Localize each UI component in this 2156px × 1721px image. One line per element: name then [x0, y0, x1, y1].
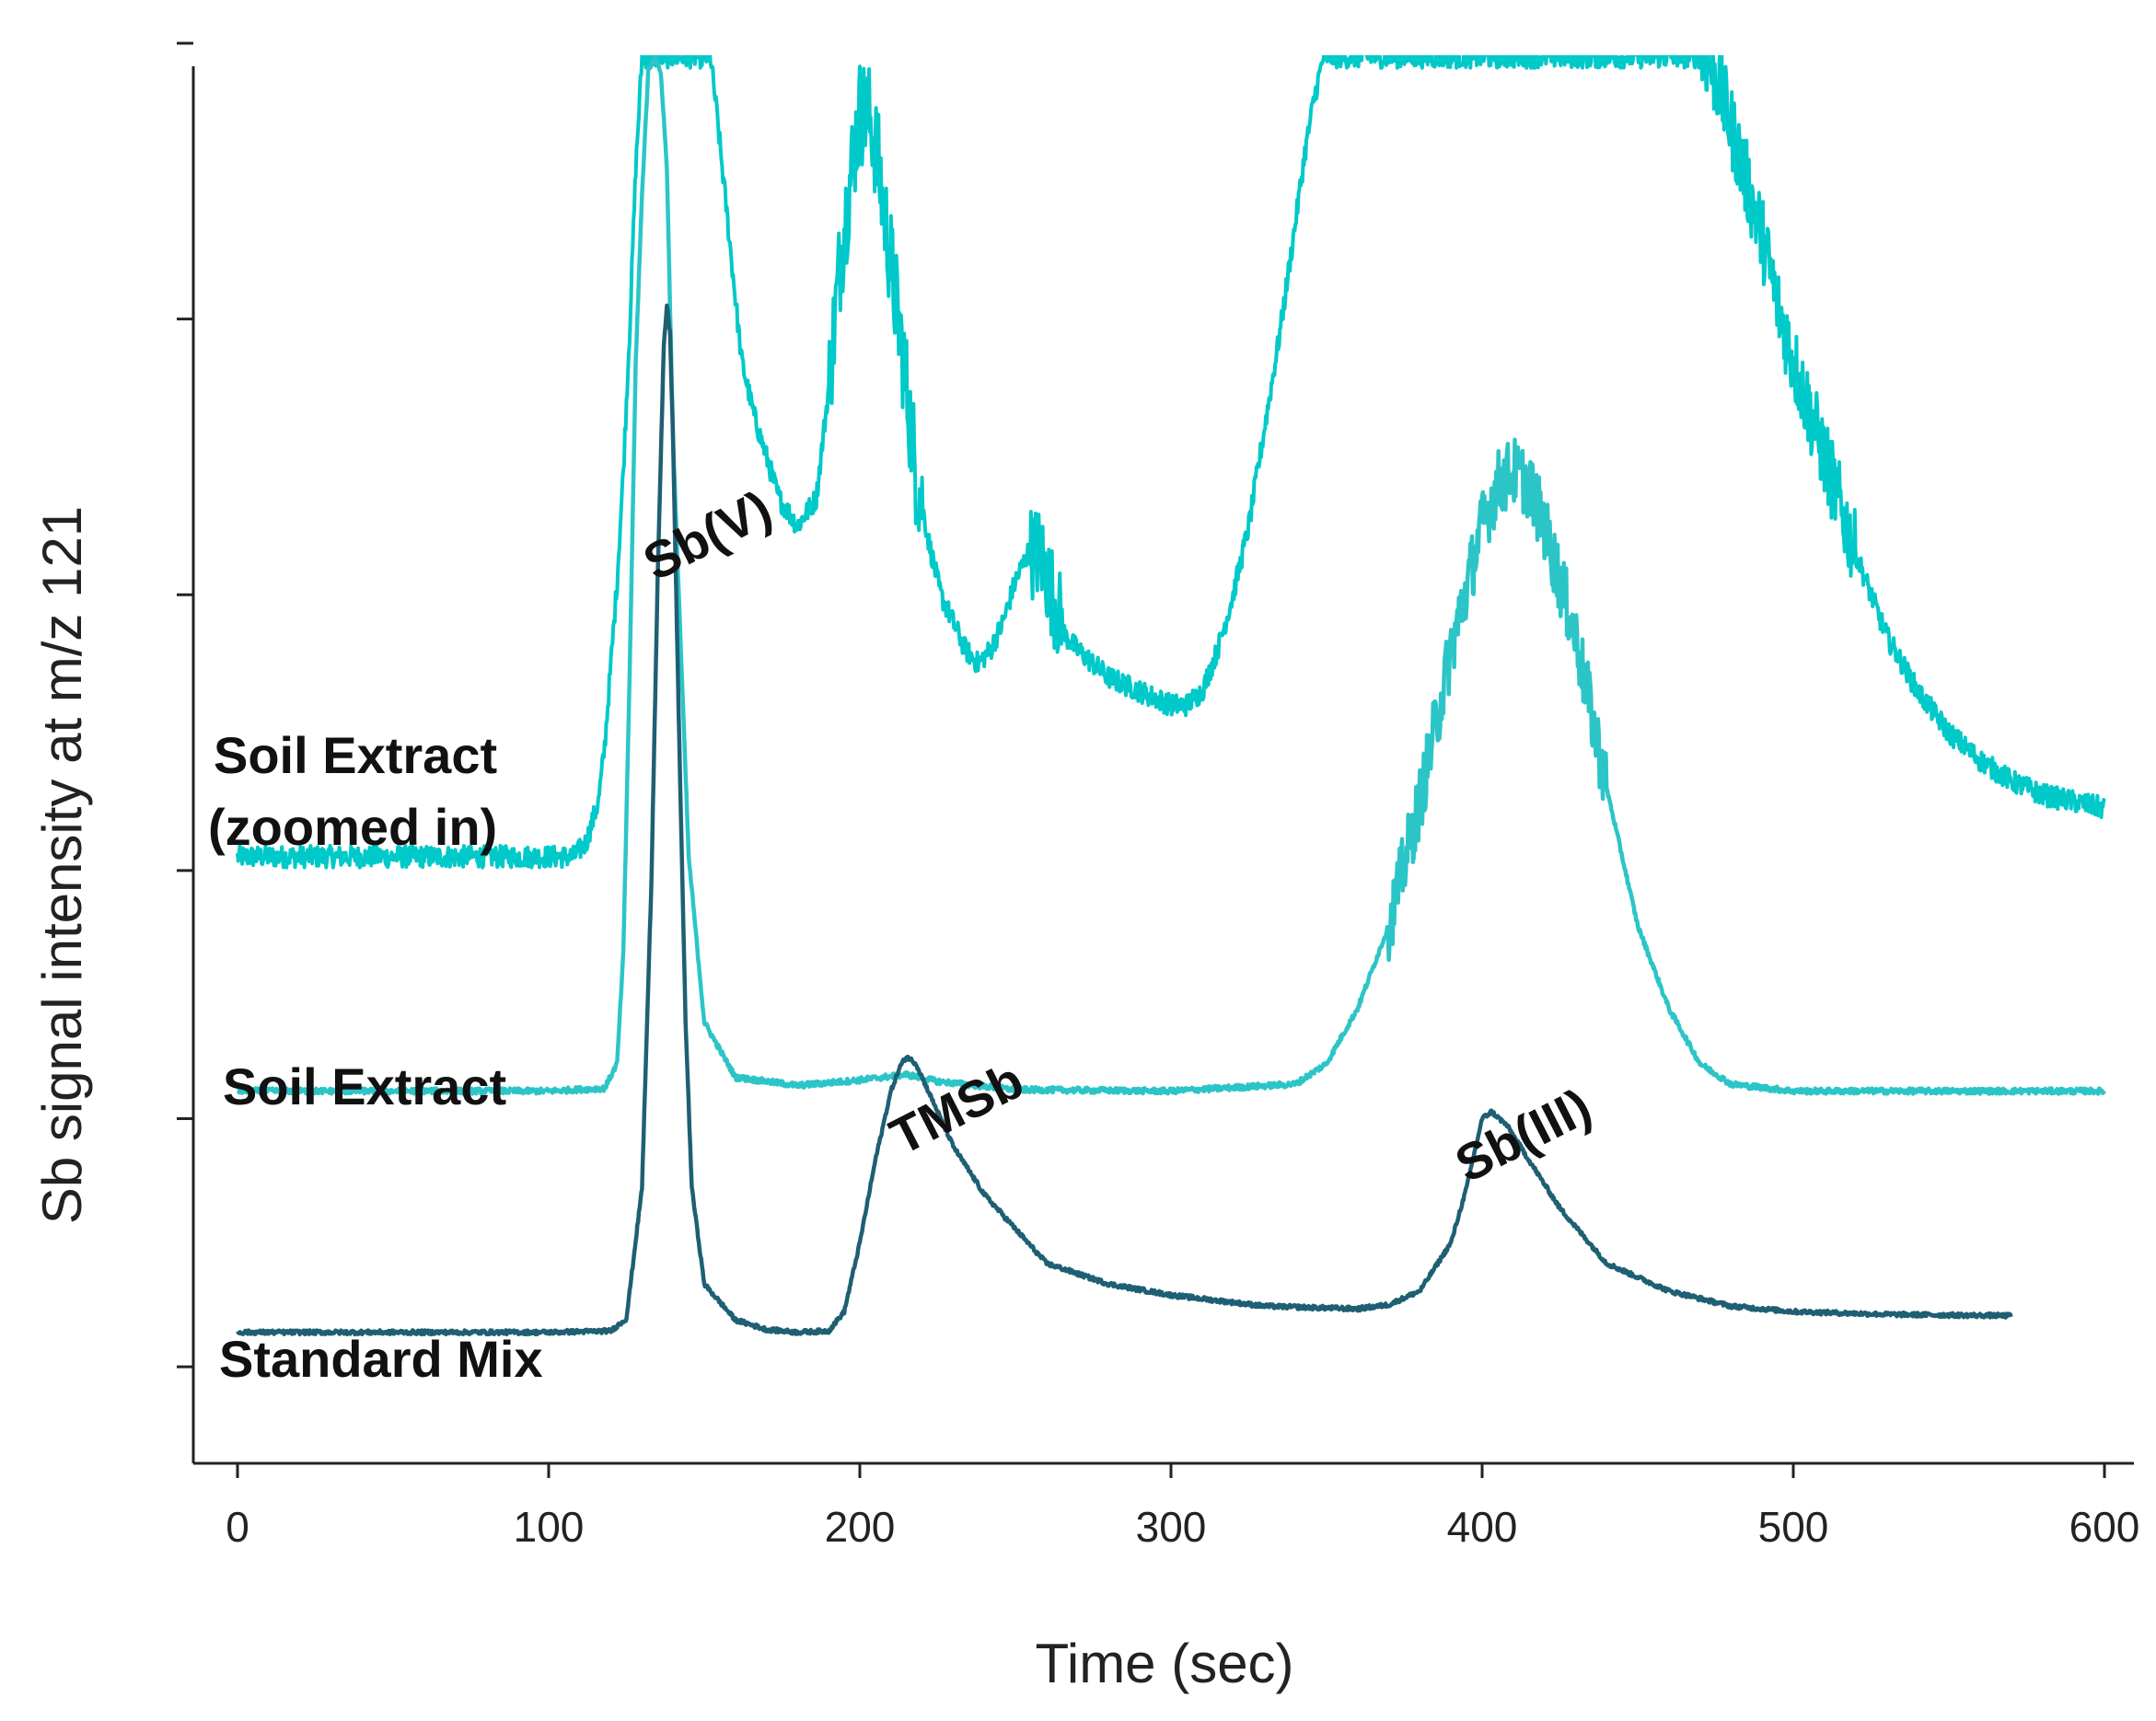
x-axis-title: Time (sec)	[1035, 1633, 1293, 1694]
x-tick-label-400: 400	[1447, 1503, 1518, 1551]
series-layer	[236, 55, 2106, 1337]
x-tick-label-0: 0	[226, 1503, 249, 1551]
peak-label-sbiii: Sb(III)	[1446, 1077, 1600, 1194]
x-tick-label-600: 600	[2069, 1503, 2140, 1551]
series-label-standard-mix: Standard Mix	[219, 1330, 543, 1388]
series-label-soil-extract: Soil Extract	[223, 1057, 506, 1115]
series-line-soil-extract-zoomed-in	[236, 55, 2106, 870]
series-label-zoomed-line2: (zoomed in)	[208, 798, 497, 856]
peak-label-sbv: Sb(V)	[634, 479, 781, 592]
series-line-soil-extract	[236, 55, 2106, 1096]
axes-layer: 0 100 200 300 400 500 600	[177, 41, 2140, 1551]
series-line-standard-mix	[236, 303, 2013, 1337]
x-tick-label-200: 200	[825, 1503, 896, 1551]
x-tick-label-300: 300	[1136, 1503, 1207, 1551]
series-label-zoomed-line1: Soil Extract	[214, 726, 497, 784]
x-tick-label-500: 500	[1758, 1503, 1829, 1551]
y-axis-title: Sb signal intensity at m/z 121	[31, 506, 93, 1224]
x-tick-label-100: 100	[514, 1503, 585, 1551]
